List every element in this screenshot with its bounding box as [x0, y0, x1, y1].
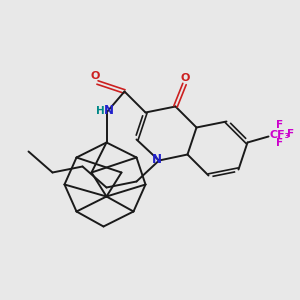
Text: F: F [276, 138, 284, 148]
Text: O: O [180, 73, 190, 82]
Text: N: N [152, 153, 162, 166]
Text: N: N [104, 104, 114, 118]
Text: F: F [276, 120, 284, 130]
Text: O: O [90, 71, 100, 81]
Text: F: F [286, 128, 294, 139]
Text: CF₃: CF₃ [270, 130, 290, 140]
Text: H: H [95, 106, 104, 116]
